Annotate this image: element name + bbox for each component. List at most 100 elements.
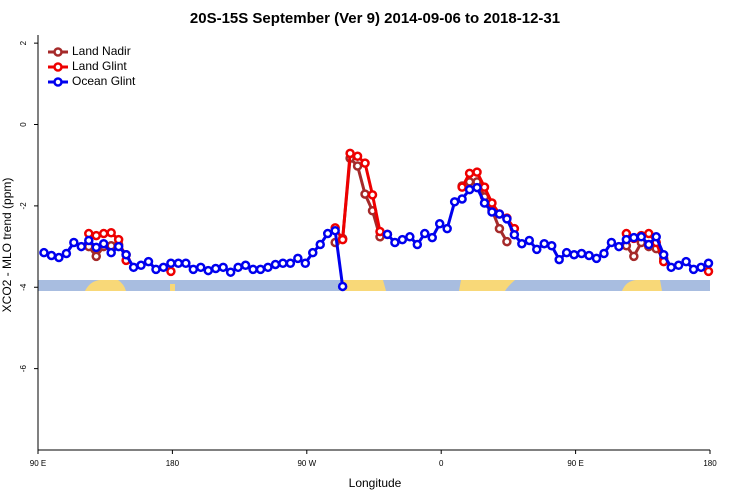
data-point [561,247,572,258]
data-point [703,266,714,277]
data-point [524,235,535,246]
data-point [300,258,311,268]
data-point [390,237,400,248]
data-point [143,256,154,267]
series-line [89,153,709,271]
data-point [210,263,221,274]
data-point [285,258,296,268]
data-point [188,264,199,275]
data-point [606,237,617,248]
data-point [487,198,497,208]
data-point [502,214,512,224]
data-point [434,219,445,229]
chart-title: 20S-15S September (Ver 9) 2014-09-06 to … [190,10,560,27]
data-point [113,241,124,252]
data-point [166,258,176,268]
x-tick-label: 180 [703,459,717,468]
data-point [472,167,482,177]
data-point [181,258,191,268]
data-point [494,209,505,219]
data-point [539,238,549,249]
data-point [270,259,281,270]
data-point [487,207,497,217]
x-tick-label: 180 [166,459,180,468]
data-point [158,262,169,273]
x-tick-label: 90 W [297,459,316,468]
data-point [121,249,131,260]
x-axis-label: Longitude [349,476,402,490]
data-point [375,226,385,237]
data-point [61,248,72,259]
data-point [584,250,594,261]
data-point [337,234,348,245]
legend-marker [53,47,63,57]
data-point [91,251,101,262]
data-point [532,244,542,255]
data-point [151,264,161,275]
data-point [629,232,639,243]
data-point [397,234,408,245]
data-point [479,182,490,192]
data-point [442,223,452,234]
data-point [367,190,378,200]
data-point [658,249,669,260]
data-point [494,223,505,234]
data-point [405,232,415,242]
data-point [46,250,57,261]
data-point [263,262,273,273]
y-tick-label: -6 [19,365,28,373]
data-point [636,232,647,242]
x-tick-label: 90 E [30,459,46,468]
data-point [688,264,699,275]
data-point [681,256,691,267]
data-point [464,168,475,179]
data-point [225,267,236,277]
land-patch [170,284,175,291]
data-point [703,258,714,268]
data-point [352,151,363,161]
data-point [457,194,467,204]
y-tick-label: -4 [19,283,28,291]
data-point [196,262,206,273]
data-point [644,239,654,250]
data-point [218,262,228,273]
data-point [91,230,101,241]
data-point [517,238,527,249]
data-point [472,182,482,193]
legend-marker [53,77,63,87]
data-point [84,235,94,246]
legend-marker [53,62,63,72]
data-point [233,262,243,273]
data-point [248,264,258,275]
legend-label: Ocean Glint [72,74,136,88]
data-point [360,158,370,168]
data-point [420,228,430,239]
data-point [696,262,706,273]
y-tick-label: 0 [19,122,28,127]
data-point [502,236,512,247]
y-axis-label: XCO2 - MLO trend (ppm) [0,178,14,313]
data-point [278,258,288,268]
data-point [629,251,639,262]
data-point [591,253,602,264]
data-point [106,227,116,238]
data-point [91,242,101,253]
data-point [98,228,109,239]
data-point [76,241,87,252]
data-point [427,232,437,243]
data-point [322,228,333,239]
data-point [360,189,370,199]
data-point [128,262,139,273]
legend-label: Land Nadir [72,44,131,58]
land-patch [459,280,515,291]
data-point [308,247,318,258]
surface-band [38,280,710,291]
data-point [69,237,79,248]
y-tick-label: -2 [19,202,28,210]
data-point [98,238,109,249]
data-point [412,239,423,250]
data-point [293,253,303,264]
data-point [54,252,64,263]
data-point [457,182,467,192]
